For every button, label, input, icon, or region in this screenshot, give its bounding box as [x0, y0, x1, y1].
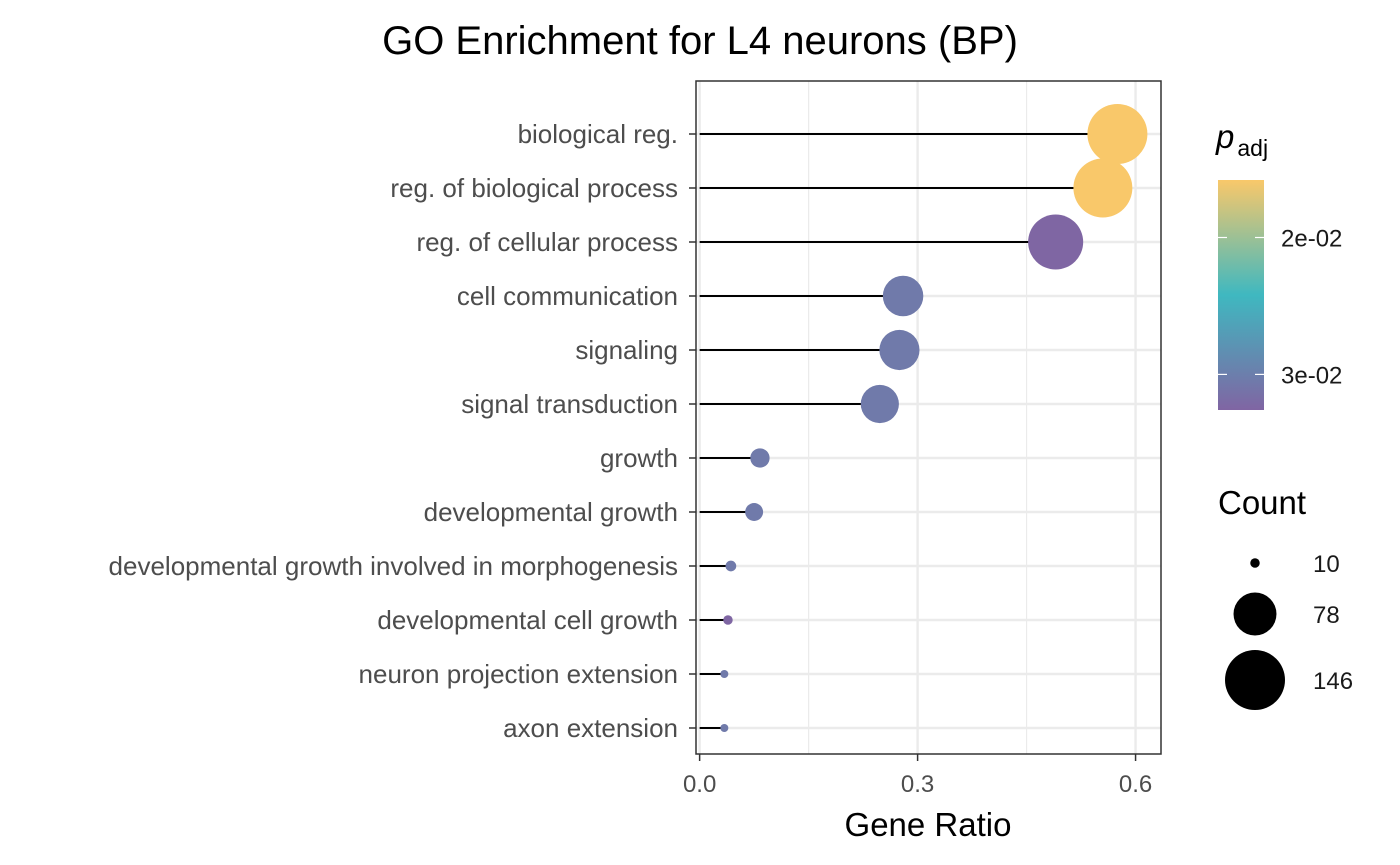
colorbar-ticks: 2e-02 3e-02 [1218, 226, 1342, 389]
panel-border [695, 80, 1162, 755]
lollipop-stems [699, 133, 1118, 729]
y-tick-label: reg. of cellular process [416, 227, 678, 257]
color-legend-title: p adj [1215, 118, 1268, 161]
y-tick-label: reg. of biological process [390, 173, 678, 203]
lollipop-dot [860, 384, 899, 424]
lollipop-dot [879, 329, 920, 371]
color-legend-title-main: p [1215, 118, 1234, 155]
x-axis-title: Gene Ratio [845, 806, 1012, 843]
lollipop-dot [1073, 158, 1133, 218]
y-axis: biological reg. reg. of biological proces… [109, 119, 696, 743]
lollipop-dot [720, 724, 729, 732]
lollipop-dot [720, 670, 729, 678]
y-tick-label: signal transduction [461, 389, 678, 419]
y-tick-label: axon extension [503, 713, 678, 743]
size-legend-keys: 10 78 146 [1225, 551, 1353, 710]
lollipop-dot [745, 503, 764, 521]
x-tick-label: 0.0 [683, 771, 716, 798]
color-legend-title-sub: adj [1237, 135, 1268, 161]
lollipop-dot [750, 448, 770, 468]
x-tick-label: 0.3 [901, 771, 934, 798]
size-legend-title: Count [1218, 484, 1306, 521]
x-tick-label: 0.6 [1119, 771, 1152, 798]
lollipop-dot [723, 615, 733, 625]
lollipop-dot [725, 560, 737, 572]
color-legend: p adj 2e-02 3e-02 [1215, 118, 1342, 410]
y-tick-label: cell communication [457, 281, 678, 311]
size-legend-label: 146 [1313, 668, 1353, 695]
lollipop-dot [882, 275, 924, 317]
colorbar-tick-label: 2e-02 [1281, 226, 1342, 253]
lollipop-dot [1028, 214, 1084, 270]
y-tick-label: growth [600, 443, 678, 473]
size-legend-label: 10 [1313, 551, 1340, 578]
chart-title: GO Enrichment for L4 neurons (BP) [382, 19, 1018, 63]
y-tick-label: neuron projection extension [359, 659, 678, 689]
y-tick-label: biological reg. [518, 119, 678, 149]
lollipop-dots [720, 104, 1148, 732]
size-legend-label: 78 [1313, 602, 1340, 629]
y-tick-label: developmental cell growth [377, 605, 678, 635]
y-tick-label: signaling [575, 335, 678, 365]
lollipop-dot [1087, 104, 1148, 164]
plot-panel [695, 80, 1162, 755]
size-legend-key [1225, 650, 1285, 710]
x-axis: 0.0 0.3 0.6 [683, 754, 1152, 798]
size-legend: Count 10 78 146 [1218, 484, 1353, 710]
colorbar [1218, 180, 1264, 410]
y-tick-label: developmental growth involved in morphog… [109, 551, 678, 581]
colorbar-tick-label: 3e-02 [1281, 362, 1342, 389]
size-legend-key [1233, 592, 1277, 636]
size-legend-key [1250, 558, 1260, 568]
y-tick-label: developmental growth [424, 497, 678, 527]
